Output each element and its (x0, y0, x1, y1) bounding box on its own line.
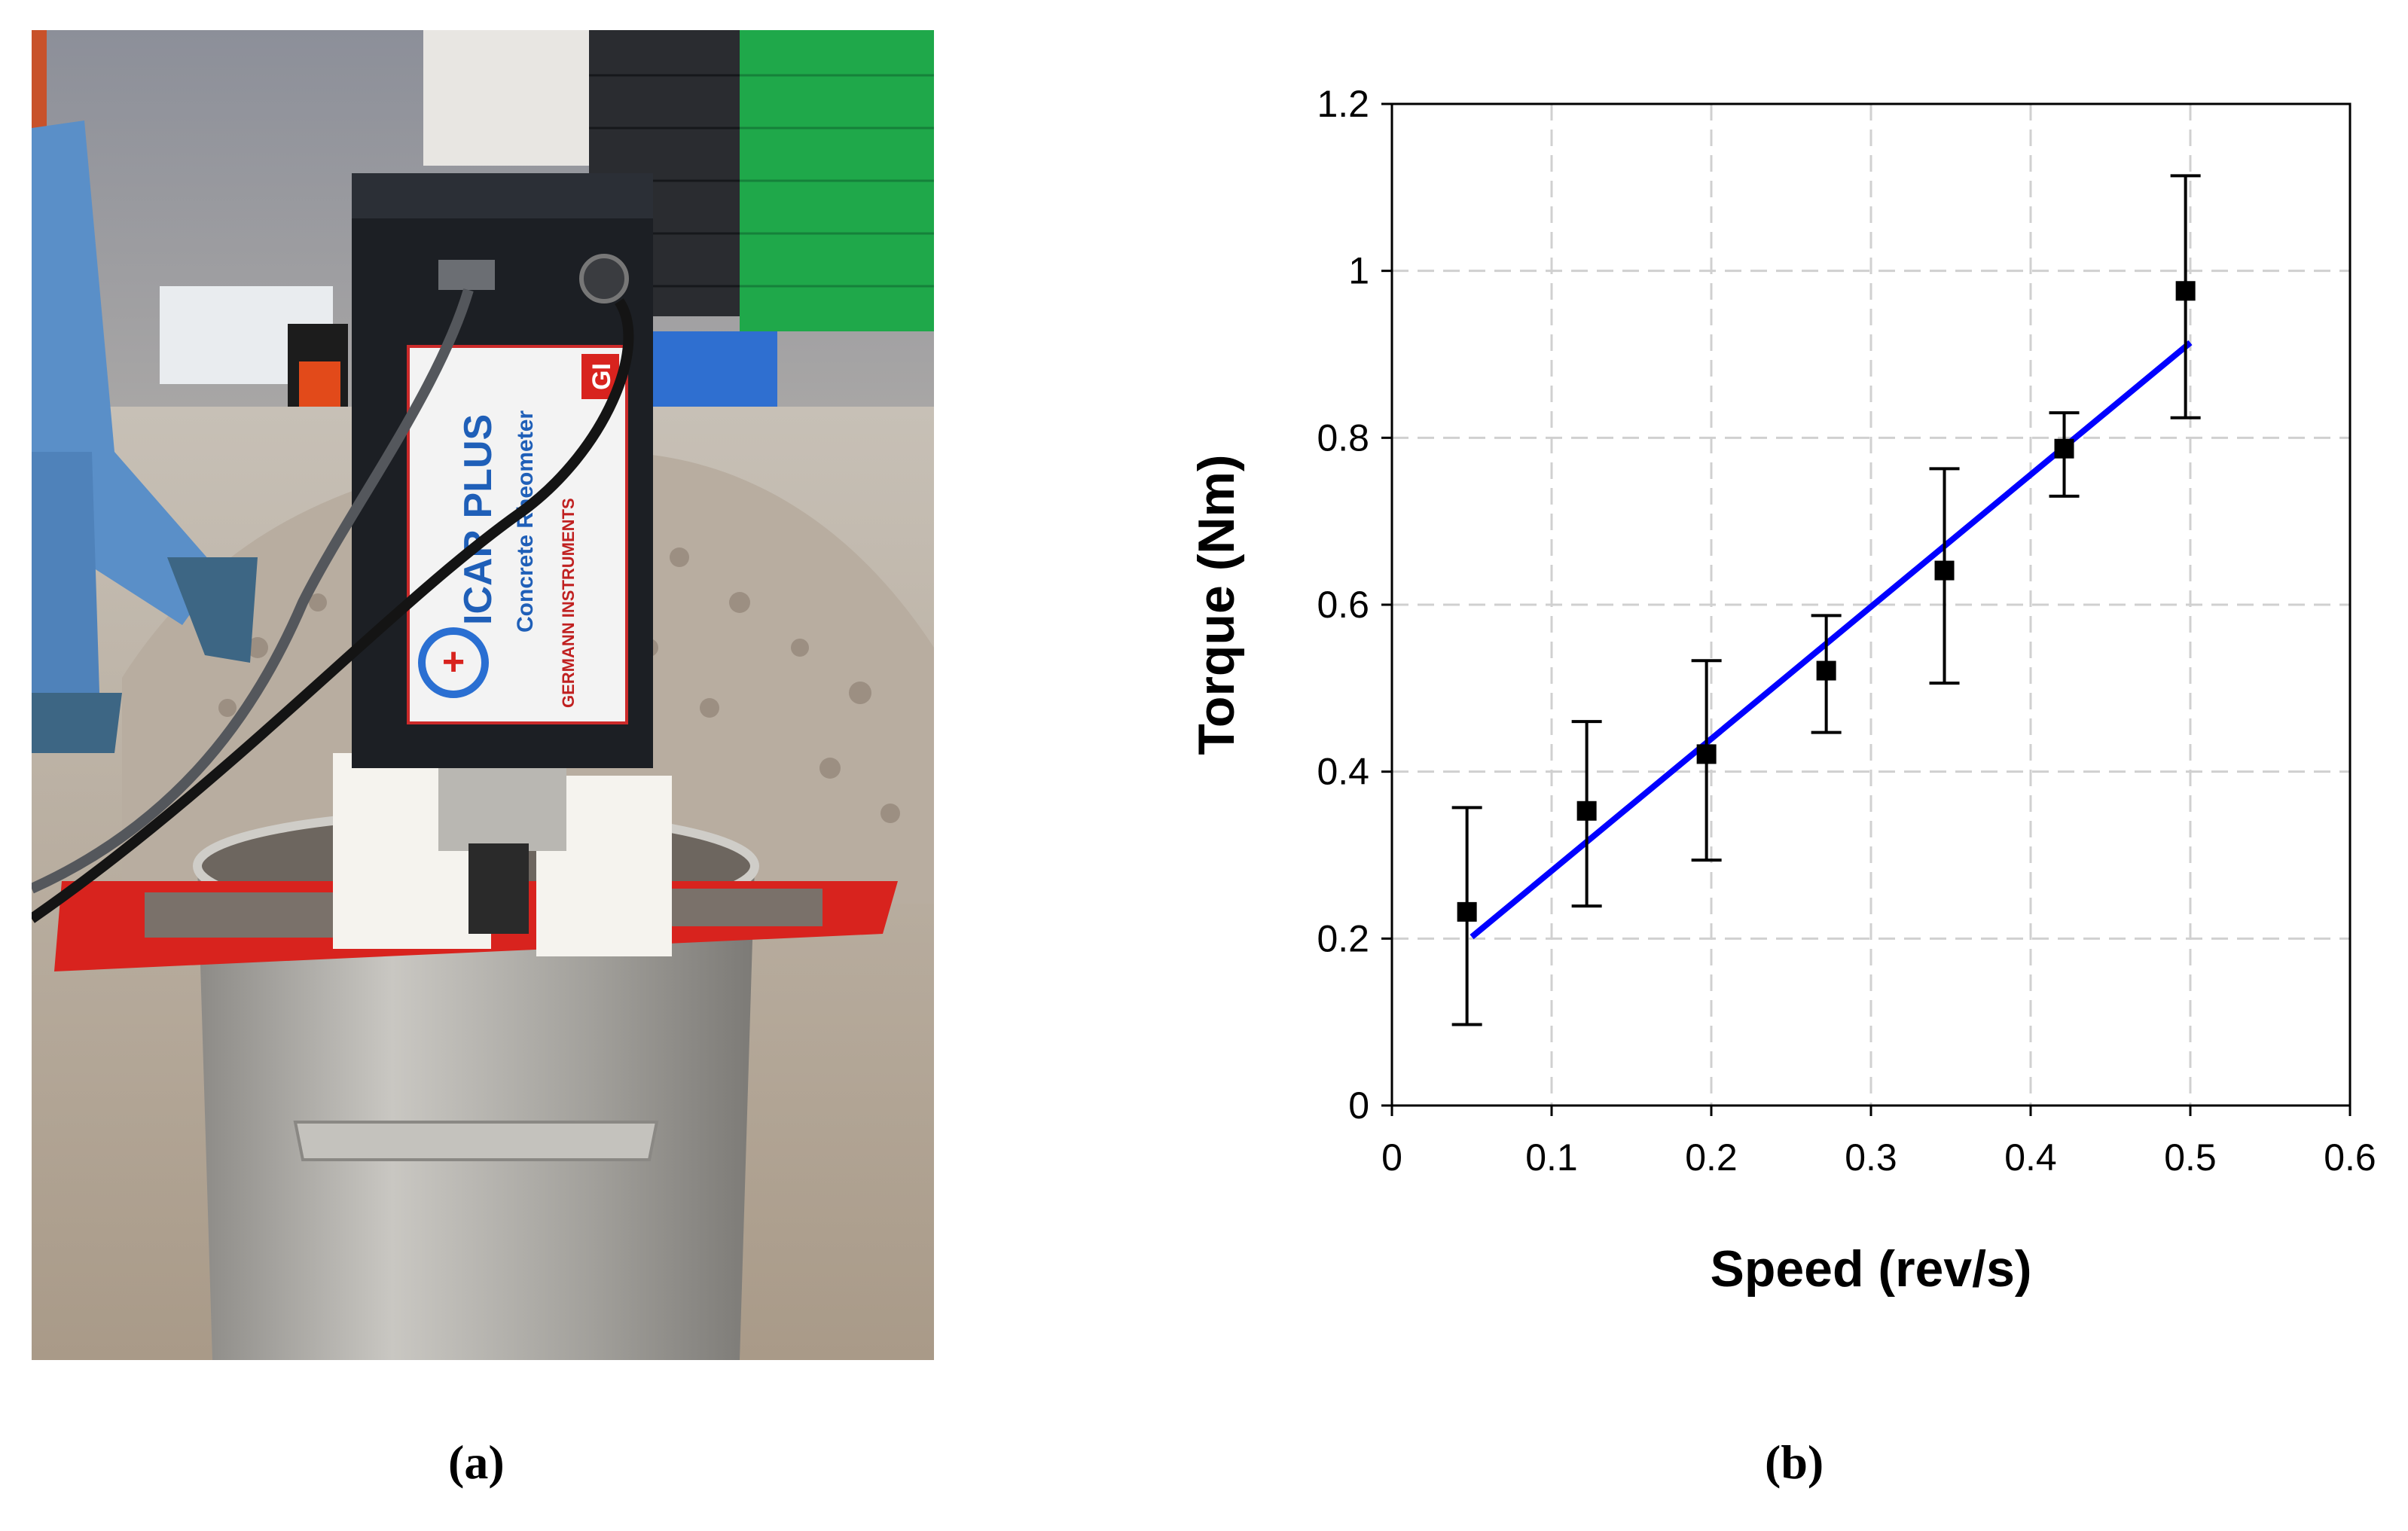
panel-label-a: (a) (448, 1435, 505, 1489)
shoe-left (32, 693, 122, 753)
x-tick-label: 0 (1381, 1136, 1402, 1179)
motor-flange (438, 753, 566, 851)
y-tick-label: 0.6 (1317, 584, 1369, 626)
x-axis-title: Speed (rev/s) (1710, 1240, 2031, 1298)
y-tick-label: 0.2 (1317, 917, 1369, 959)
y-tick-label: 1 (1348, 250, 1369, 292)
window-wall (423, 30, 619, 166)
device-maker: GERMANN INSTRUMENTS (559, 498, 578, 708)
data-point-marker (1934, 560, 1955, 581)
y-axis-title: Torque (Nm) (1188, 454, 1245, 755)
device-label (407, 345, 628, 724)
icar-logo-icon (418, 627, 489, 698)
axis-ticks: 0 0.1 0.2 0.3 0.4 0.5 0.6 0 0.2 0.4 0.6 0.8 1 1.2 (1317, 83, 2376, 1179)
x-tick-label: 0.6 (2324, 1136, 2376, 1179)
x-tick-label: 0.2 (1685, 1136, 1738, 1179)
housing-top (352, 173, 653, 218)
lab-equipment-panel (299, 361, 340, 407)
green-crate-lines (740, 74, 934, 288)
y-tick-label: 0 (1348, 1084, 1369, 1127)
data-point-marker (1816, 660, 1836, 681)
y-tick-label: 1.2 (1317, 83, 1369, 125)
data-point-marker (1576, 801, 1597, 821)
x-tick-label: 0.4 (2004, 1136, 2057, 1179)
x-tick-label: 0.5 (2164, 1136, 2217, 1179)
data-point-marker (1696, 744, 1717, 764)
data-point-marker (1457, 901, 1477, 922)
black-cable (32, 298, 634, 923)
shoe-right (167, 557, 258, 663)
bucket-handle (293, 1121, 659, 1161)
x-tick-label: 0.1 (1525, 1136, 1578, 1179)
error-bars (1451, 174, 2201, 1026)
torque-speed-chart: 0 0.1 0.2 0.3 0.4 0.5 0.6 0 0.2 0.4 0.6 0.8 1 1.2 Spe… (1188, 83, 2376, 1298)
power-connector (579, 254, 629, 303)
rheometer-photo: + ICAR PLUS Concrete Rheometer GERMANN I… (32, 30, 934, 1360)
gi-badge-text: GI (588, 363, 616, 390)
linear-fit-line (1470, 340, 2193, 940)
steel-bucket (197, 866, 755, 1360)
data-connector (438, 260, 495, 290)
y-tick-label: 0.8 (1317, 416, 1369, 459)
data-points (1457, 281, 2196, 922)
data-point-marker (2175, 281, 2196, 301)
fit-line-layer (1470, 340, 2193, 940)
device-brand: ICAR PLUS (456, 414, 500, 625)
vane-shaft (468, 843, 529, 934)
panel-label-b: (b) (1765, 1435, 1824, 1489)
y-tick-label: 0.4 (1317, 751, 1369, 793)
person-leg-lower (32, 452, 99, 693)
x-tick-label: 0.3 (1845, 1136, 1897, 1179)
icar-logo-cross-icon: + (442, 640, 465, 684)
grey-cable (32, 288, 474, 894)
grid-lines (1392, 104, 2350, 1106)
rheometer-photo-drawing: + ICAR PLUS Concrete Rheometer GERMANN I… (32, 30, 934, 1360)
data-point-marker (2054, 438, 2074, 459)
